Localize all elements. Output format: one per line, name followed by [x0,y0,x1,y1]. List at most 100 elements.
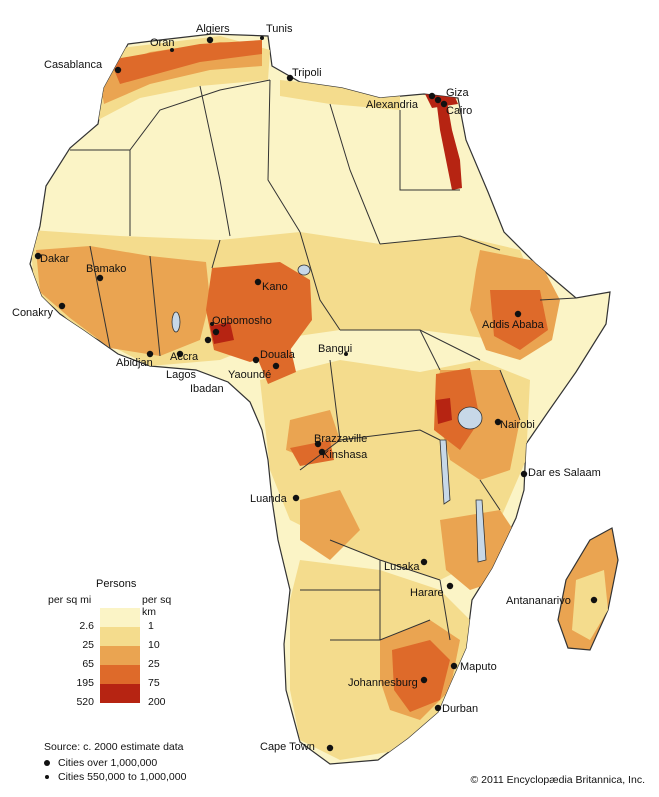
legend-header-mi: per sq mi [48,594,92,606]
lake-malawi [475,499,487,563]
density-region-north-africa-coast [110,40,262,84]
city-johannesburg: Johannesburg [348,676,428,689]
legend-title: Persons [96,578,137,590]
city-tripoli: Tripoli [286,67,322,82]
city-dot [420,676,428,684]
city-dot [520,470,528,478]
legend-value-mi: 25 [82,639,94,651]
legend-value-mi: 520 [76,696,94,708]
legend-header-km: per sq km [142,594,172,618]
city-dot [176,350,184,358]
density-legend: Persons per sq mi per sq km 2.6 25 65 19… [44,578,184,718]
city-label-tunis: Tunis [266,23,293,35]
city-label-tripoli: Tripoli [292,67,322,79]
city-nairobi: Nairobi [494,418,535,431]
city-label-giza: Giza [446,87,470,99]
city-tunis: Tunis [260,23,293,40]
city-dot [590,596,598,604]
city-label-kano: Kano [262,281,288,293]
city-lusaka: Lusaka [384,558,428,573]
city-dot [420,558,428,566]
city-accra: Accra [170,350,199,363]
lake-volta [171,311,181,333]
density-region-libya-coast [280,80,400,110]
city-cairo: Cairo [440,100,472,117]
city-oran: Oran [150,37,174,52]
density-region-great-lakes [434,368,480,450]
density-region-kinshasa [290,440,334,466]
city-bangui: Bangui [318,343,352,356]
city-dot [34,252,42,260]
city-lagos: Lagos [166,336,212,381]
country-borders [70,79,577,641]
density-region-south-africa [392,640,450,712]
city-alexandria: Alexandria [366,92,436,111]
density-region-angola [300,490,360,560]
legend-swatch [100,627,140,646]
city-dot [252,356,260,364]
city-dot [58,302,66,310]
city-dot [286,74,294,82]
city-dot [170,48,174,52]
city-label-cairo: Cairo [446,105,472,117]
city-conakry: Conakry [12,302,66,319]
city-dot [344,352,348,356]
key-small-label: Cities 550,000 to 1,000,000 [58,771,187,783]
city-label-nairobi: Nairobi [500,419,535,431]
key-large-label: Cities over 1,000,000 [58,757,158,769]
city-bamako: Bamako [86,263,126,282]
city-label-bangui: Bangui [318,343,352,355]
density-region-west-africa [36,246,210,356]
city-label-brazzaville: Brazzaville [314,433,367,445]
city-yaounde: Yaoundé [228,362,280,381]
city-label-kinshasa: Kinshasa [322,449,368,461]
copyright-note: © 2011 Encyclopædia Britannica, Inc. [470,774,645,786]
city-dot [446,582,454,590]
city-dot [514,310,522,318]
key-large-cities: Cities over 1,000,000 [44,757,157,769]
city-label-lusaka: Lusaka [384,561,420,573]
city-dot [210,322,214,326]
city-dot [318,448,326,456]
legend-swatch [100,646,140,665]
city-label-antananarivo: Antananarivo [506,595,571,607]
legend-value-km: 10 [148,639,160,651]
city-dot [440,100,448,108]
city-label-douala: Douala [260,349,296,361]
city-label-oran: Oran [150,37,174,49]
large-city-dot-icon [44,760,50,767]
lake-victoria [457,406,483,430]
city-dot [260,36,264,40]
city-dot [314,440,322,448]
legend-value-mi: 65 [82,658,94,670]
city-cape-town: Cape Town [260,741,334,753]
city-label-yaounde: Yaoundé [228,369,271,381]
city-dot [206,36,214,44]
city-dot [494,418,502,426]
city-kano: Kano [254,278,288,293]
city-algiers: Algiers [196,23,230,44]
city-label-accra: Accra [170,351,199,363]
city-dot [434,704,442,712]
city-label-durban: Durban [442,703,478,715]
city-label-johannesburg: Johannesburg [348,677,418,689]
city-ogbomosho: Ogbomosho [210,315,272,327]
city-label-dar-es-salaam: Dar es Salaam [528,467,601,479]
city-label-alexandria: Alexandria [366,99,419,111]
city-casablanca: Casablanca [44,59,122,74]
city-dar-es-salaam: Dar es Salaam [520,467,601,479]
city-label-ibadan: Ibadan [190,383,224,395]
lake-tanganyika [439,439,451,505]
source-note: Source: c. 2000 estimate data [44,741,184,753]
city-harare: Harare [410,582,454,599]
city-dot [450,662,458,670]
city-label-harare: Harare [410,587,444,599]
city-luanda: Luanda [250,493,300,505]
city-ibadan: Ibadan [190,328,224,395]
city-antananarivo: Antananarivo [506,595,598,607]
city-label-bamako: Bamako [86,263,126,275]
city-label-lagos: Lagos [166,369,196,381]
city-brazzaville: Brazzaville [314,433,367,448]
legend-swatch [100,665,140,684]
legend-swatch [100,608,140,627]
